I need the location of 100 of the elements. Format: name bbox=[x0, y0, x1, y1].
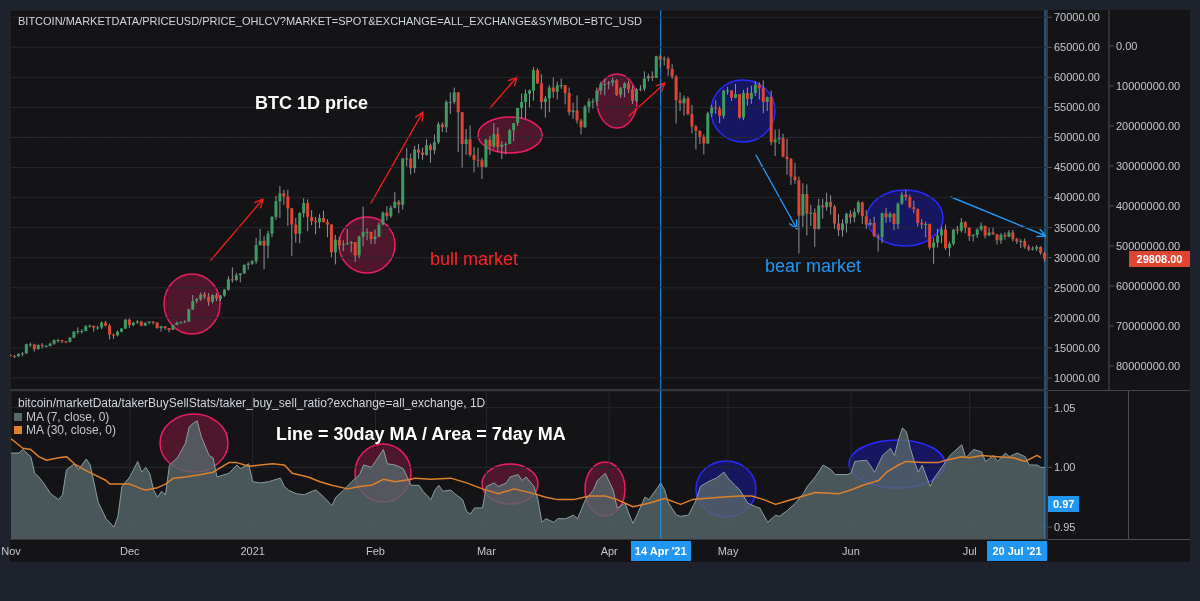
chart-title: BITCOIN/MARKETDATA/PRICEUSD/PRICE_OHLCV?MARKET=SPOT&EXCHANGE=ALL_EXCHANGE&SYMBOL=BTC_USD bbox=[18, 15, 642, 27]
candlestick bbox=[987, 227, 991, 237]
candlestick bbox=[801, 182, 805, 228]
candlestick bbox=[702, 133, 706, 155]
candlestick bbox=[428, 142, 432, 164]
text: 0.97 bbox=[1048, 496, 1080, 512]
annotation: bull market bbox=[430, 249, 519, 270]
candlestick bbox=[761, 79, 765, 114]
y2-tick-label: 80000000.00 bbox=[1116, 359, 1181, 372]
candlestick bbox=[436, 121, 440, 145]
candlestick bbox=[432, 133, 436, 155]
candlestick bbox=[345, 228, 349, 246]
candlestick bbox=[298, 211, 302, 244]
x-tick-label: Jul bbox=[962, 544, 977, 557]
candlestick bbox=[543, 95, 547, 119]
x-tick-label: Jun bbox=[842, 544, 860, 557]
candlestick bbox=[551, 76, 555, 99]
candlestick bbox=[413, 145, 417, 174]
candlestick bbox=[167, 327, 171, 333]
candlestick bbox=[496, 126, 500, 153]
candlestick bbox=[928, 222, 932, 251]
legend-label: MA (7, close, 0) bbox=[26, 409, 110, 424]
x-tick-label: 2021 bbox=[240, 544, 265, 557]
candlestick bbox=[112, 332, 116, 340]
x-tick-label: May bbox=[717, 544, 739, 557]
annotation: bear market bbox=[765, 256, 862, 277]
y-tick-label: 50000.00 bbox=[1054, 131, 1100, 144]
annotation: Line = 30day MA / Area = 7day MA bbox=[276, 424, 566, 445]
candlestick bbox=[56, 338, 60, 343]
candlestick bbox=[504, 141, 508, 155]
candlestick bbox=[294, 217, 298, 244]
candlestick bbox=[531, 66, 535, 102]
candlestick bbox=[159, 325, 163, 333]
candlestick bbox=[262, 235, 266, 270]
candlestick bbox=[817, 198, 821, 230]
candlestick bbox=[936, 228, 940, 248]
candlestick bbox=[825, 192, 829, 212]
candlestick bbox=[932, 237, 936, 265]
y-tick-label: 40000.00 bbox=[1054, 191, 1100, 204]
x-tick-label: Dec bbox=[120, 544, 141, 557]
y2-tick-label: 30000000.00 bbox=[1116, 159, 1181, 172]
candlestick bbox=[353, 241, 357, 263]
y2-tick-label: 10000000.00 bbox=[1116, 79, 1181, 92]
y-tick-label: 0.95 bbox=[1054, 520, 1076, 533]
candlestick bbox=[278, 185, 282, 219]
candlestick bbox=[302, 197, 306, 218]
candlestick bbox=[745, 87, 749, 107]
x-tick-label: Mar bbox=[476, 544, 497, 557]
y-tick-label: 25000.00 bbox=[1054, 281, 1100, 294]
y-tick-label: 20000.00 bbox=[1054, 311, 1100, 324]
y2-tick-label: 70000000.00 bbox=[1116, 319, 1181, 332]
candlestick bbox=[737, 93, 741, 120]
candlestick bbox=[844, 212, 848, 233]
y-tick-label: 1.05 bbox=[1054, 401, 1076, 414]
candlestick bbox=[1003, 231, 1007, 241]
candlestick bbox=[230, 266, 234, 283]
y2-tick-label: 20000000.00 bbox=[1116, 119, 1181, 132]
candlestick bbox=[325, 218, 329, 238]
candlestick bbox=[539, 73, 543, 110]
candlestick bbox=[365, 227, 369, 241]
chart-title: bitcoin/marketData/takerBuySellStats/taker_buy_sell_ratio?exchange=all_exchange, 1D bbox=[18, 396, 486, 410]
candlestick bbox=[456, 91, 460, 153]
candlestick bbox=[698, 129, 702, 145]
candlestick bbox=[567, 87, 571, 116]
annotation: BTC 1D price bbox=[255, 93, 369, 114]
candlestick bbox=[555, 81, 559, 101]
candlestick bbox=[991, 227, 995, 236]
candlestick bbox=[805, 183, 809, 236]
candlestick bbox=[571, 102, 575, 120]
y-tick-label: 15000.00 bbox=[1054, 341, 1100, 354]
x-tick-label: Apr bbox=[600, 544, 619, 557]
y-tick-label: 55000.00 bbox=[1054, 101, 1100, 114]
y2-tick-label: 0.00 bbox=[1116, 39, 1138, 52]
candlestick bbox=[488, 135, 492, 156]
candlestick bbox=[773, 129, 777, 157]
candlestick bbox=[290, 207, 294, 257]
candlestick bbox=[829, 194, 833, 215]
candlestick bbox=[409, 153, 413, 176]
candlestick bbox=[666, 56, 670, 77]
candlestick bbox=[286, 189, 290, 227]
candlestick bbox=[749, 85, 753, 105]
candlestick bbox=[833, 204, 837, 230]
candlestick bbox=[1031, 245, 1035, 252]
y-tick-label: 70000.00 bbox=[1054, 11, 1100, 24]
y-tick-label: 45000.00 bbox=[1054, 161, 1100, 174]
y-tick-label: 60000.00 bbox=[1054, 71, 1100, 84]
candlestick bbox=[559, 78, 563, 90]
candlestick bbox=[282, 189, 286, 206]
candlestick bbox=[520, 93, 524, 120]
candlestick bbox=[512, 122, 516, 142]
legend-label: MA (30, close, 0) bbox=[26, 422, 117, 437]
ref-line-label: 20 Jul '21 bbox=[987, 541, 1047, 561]
y-tick-label: 30000.00 bbox=[1054, 251, 1100, 264]
candlestick bbox=[603, 78, 607, 96]
y-tick-label: 65000.00 bbox=[1054, 41, 1100, 54]
y-tick-label: 1.00 bbox=[1054, 461, 1076, 474]
candlestick bbox=[682, 94, 686, 117]
candlestick bbox=[821, 198, 825, 220]
y2-tick-label: 40000000.00 bbox=[1116, 199, 1181, 212]
y2-tick-label: 60000000.00 bbox=[1116, 279, 1181, 292]
